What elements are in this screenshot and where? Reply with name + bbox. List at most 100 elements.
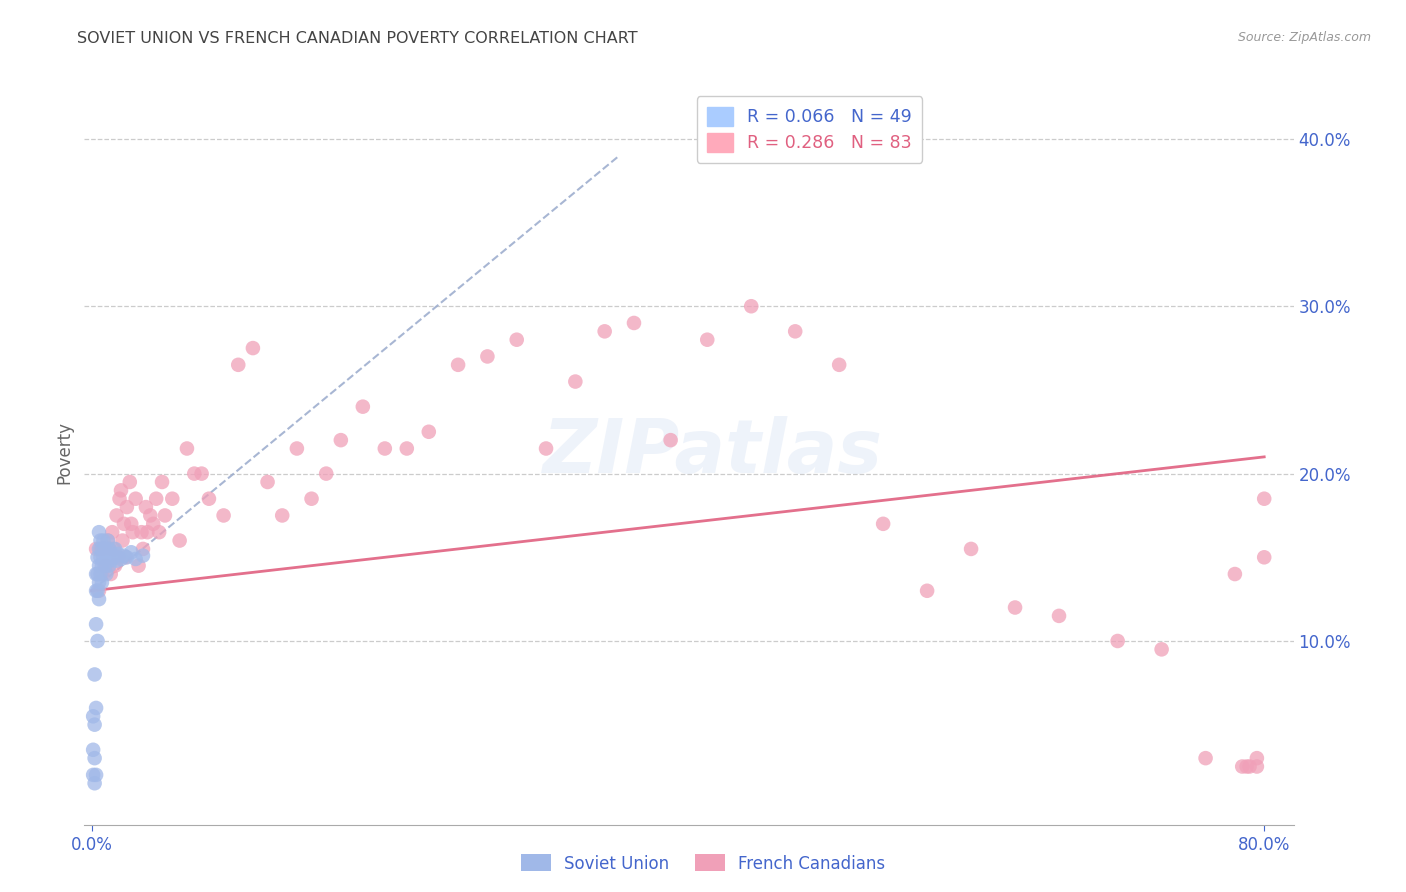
Point xyxy=(785,324,807,338)
Point xyxy=(120,516,142,531)
Point xyxy=(96,558,118,573)
Point xyxy=(86,550,108,565)
Point xyxy=(256,475,278,489)
Point xyxy=(91,567,114,582)
Point xyxy=(100,567,122,582)
Point xyxy=(84,567,107,582)
Point xyxy=(89,533,111,548)
Point xyxy=(190,467,212,481)
Point xyxy=(301,491,323,506)
Point xyxy=(115,550,138,565)
Point xyxy=(86,567,108,582)
Legend: Soviet Union, French Canadians: Soviet Union, French Canadians xyxy=(515,847,891,880)
Point xyxy=(83,717,105,731)
Point xyxy=(169,533,191,548)
Point xyxy=(145,491,167,506)
Point xyxy=(477,350,499,364)
Point xyxy=(82,709,104,723)
Point xyxy=(83,776,105,790)
Point xyxy=(91,575,114,590)
Point xyxy=(98,541,121,556)
Point xyxy=(94,558,117,573)
Point xyxy=(93,541,115,556)
Point xyxy=(132,549,155,563)
Point xyxy=(139,508,162,523)
Point xyxy=(94,541,117,556)
Point xyxy=(315,467,337,481)
Point xyxy=(124,491,146,506)
Point xyxy=(395,442,418,456)
Point xyxy=(828,358,851,372)
Point xyxy=(121,525,143,540)
Point xyxy=(960,541,983,556)
Point xyxy=(107,547,129,561)
Legend: R = 0.066   N = 49, R = 0.286   N = 83: R = 0.066 N = 49, R = 0.286 N = 83 xyxy=(696,96,922,162)
Point xyxy=(105,554,128,568)
Text: Source: ZipAtlas.com: Source: ZipAtlas.com xyxy=(1237,31,1371,45)
Point xyxy=(83,751,105,765)
Point xyxy=(374,442,396,456)
Point xyxy=(91,558,114,573)
Point xyxy=(212,508,235,523)
Point xyxy=(97,550,120,565)
Point xyxy=(1253,491,1275,506)
Point xyxy=(1004,600,1026,615)
Point xyxy=(696,333,718,347)
Y-axis label: Poverty: Poverty xyxy=(55,421,73,484)
Point xyxy=(87,541,110,556)
Point xyxy=(118,475,141,489)
Point xyxy=(87,583,110,598)
Point xyxy=(1194,751,1216,765)
Point xyxy=(198,491,221,506)
Point xyxy=(1047,608,1070,623)
Point xyxy=(447,358,470,372)
Point xyxy=(915,583,938,598)
Point xyxy=(153,508,176,523)
Point xyxy=(89,550,111,565)
Point xyxy=(108,491,131,506)
Point xyxy=(1246,759,1268,773)
Point xyxy=(142,516,165,531)
Point xyxy=(148,525,170,540)
Point xyxy=(101,547,124,561)
Point xyxy=(112,516,135,531)
Point xyxy=(506,333,529,347)
Point xyxy=(564,375,586,389)
Point xyxy=(659,433,682,447)
Point xyxy=(112,549,135,563)
Point xyxy=(82,768,104,782)
Text: SOVIET UNION VS FRENCH CANADIAN POVERTY CORRELATION CHART: SOVIET UNION VS FRENCH CANADIAN POVERTY … xyxy=(77,31,638,46)
Point xyxy=(120,545,142,559)
Point xyxy=(115,500,138,514)
Point xyxy=(97,533,120,548)
Point xyxy=(1107,634,1129,648)
Point xyxy=(94,558,117,573)
Point xyxy=(1246,751,1268,765)
Point xyxy=(593,324,616,338)
Point xyxy=(418,425,440,439)
Point xyxy=(96,550,118,565)
Point xyxy=(103,541,125,556)
Point xyxy=(87,575,110,590)
Point xyxy=(176,442,198,456)
Point xyxy=(352,400,374,414)
Point xyxy=(89,567,111,582)
Point xyxy=(136,525,159,540)
Point xyxy=(82,743,104,757)
Point xyxy=(105,508,128,523)
Point xyxy=(98,558,121,573)
Point xyxy=(226,358,249,372)
Point xyxy=(271,508,294,523)
Point xyxy=(135,500,157,514)
Point xyxy=(86,583,108,598)
Point xyxy=(1223,567,1246,582)
Point xyxy=(84,541,107,556)
Point xyxy=(93,550,115,565)
Point xyxy=(84,768,107,782)
Point xyxy=(623,316,645,330)
Point xyxy=(100,554,122,568)
Point xyxy=(329,433,352,447)
Point xyxy=(87,592,110,607)
Point xyxy=(131,525,153,540)
Point xyxy=(107,550,129,565)
